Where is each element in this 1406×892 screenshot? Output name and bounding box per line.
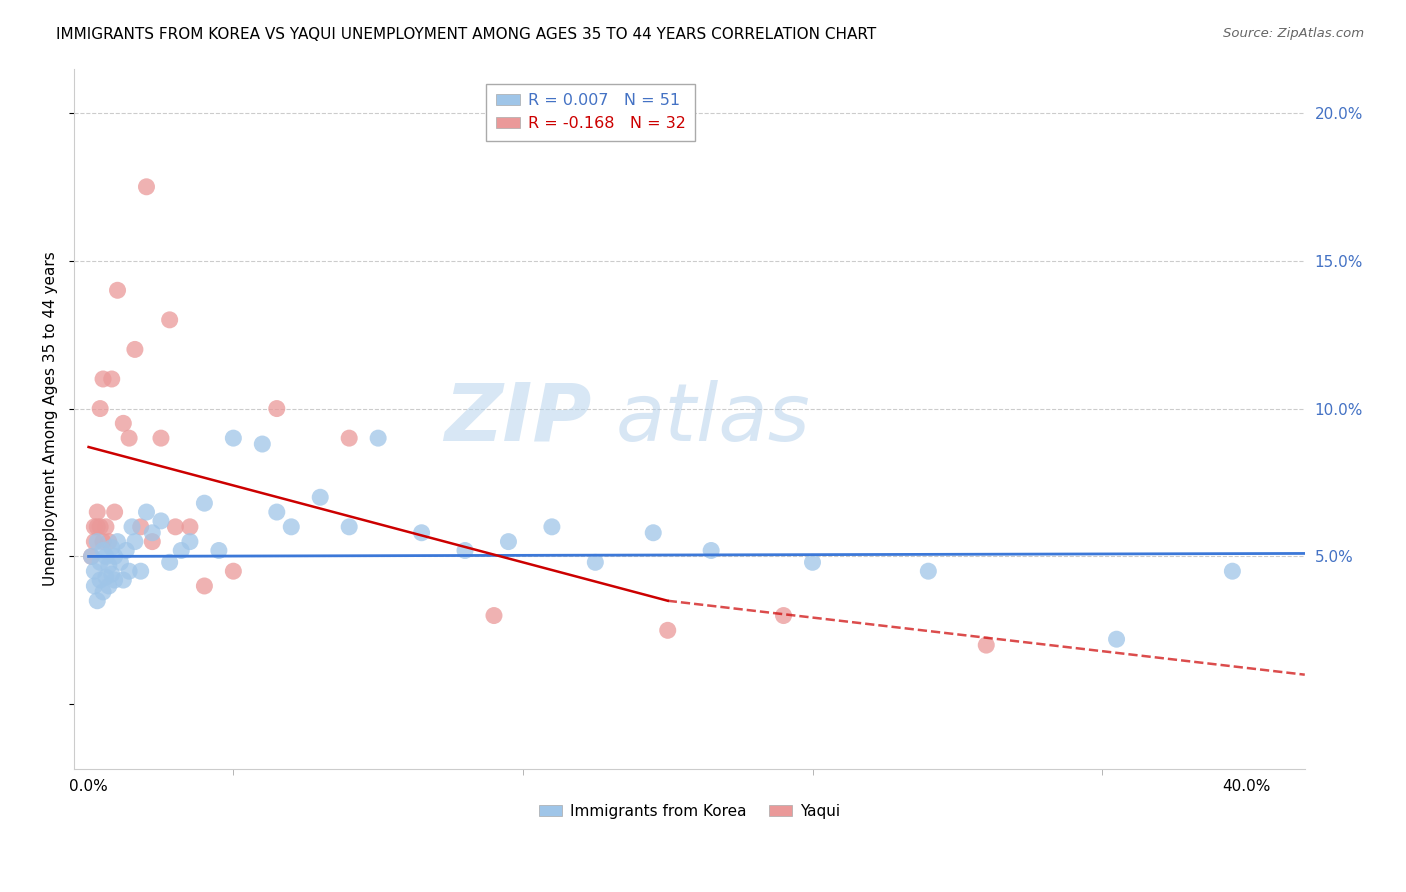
Legend: Immigrants from Korea, Yaqui: Immigrants from Korea, Yaqui [533,797,846,825]
Point [97,579,120,593]
Point [159,555,181,569]
Point [657,624,679,638]
Point [337,520,360,534]
Point [86,534,108,549]
Point [104,549,127,564]
Point [165,520,187,534]
Point [974,638,997,652]
Point [583,555,606,569]
Point [801,555,824,569]
Point [179,520,201,534]
Point [89,573,111,587]
Point [86,520,108,534]
Point [112,573,135,587]
Point [80,549,103,564]
Point [411,525,433,540]
Point [107,534,129,549]
Text: ZIP: ZIP [444,380,591,458]
Point [252,437,274,451]
Point [118,564,141,578]
Point [482,608,505,623]
Point [222,431,245,445]
Point [266,401,288,416]
Point [83,520,105,534]
Point [83,579,105,593]
Point [91,534,114,549]
Point [112,417,135,431]
Point [129,564,152,578]
Point [83,564,105,578]
Point [107,283,129,297]
Point [115,543,138,558]
Point [917,564,939,578]
Point [149,431,172,445]
Point [100,567,122,582]
Point [89,520,111,534]
Point [170,543,193,558]
Point [83,534,105,549]
Point [193,496,215,510]
Point [89,555,111,569]
Point [1222,564,1244,578]
Point [118,431,141,445]
Point [100,541,122,555]
Point [91,585,114,599]
Point [179,534,201,549]
Point [94,549,117,564]
Point [94,570,117,584]
Point [91,372,114,386]
Point [208,543,231,558]
Point [86,593,108,607]
Point [104,573,127,587]
Point [121,520,143,534]
Point [700,543,723,558]
Point [89,401,111,416]
Point [94,520,117,534]
Point [86,505,108,519]
Point [110,555,132,569]
Point [159,313,181,327]
Point [309,490,332,504]
Point [643,525,665,540]
Point [367,431,389,445]
Point [149,514,172,528]
Point [97,558,120,573]
Point [280,520,302,534]
Y-axis label: Unemployment Among Ages 35 to 44 years: Unemployment Among Ages 35 to 44 years [44,252,58,586]
Point [541,520,564,534]
Point [337,431,360,445]
Point [266,505,288,519]
Point [124,343,146,357]
Point [222,564,245,578]
Point [135,179,157,194]
Text: atlas: atlas [616,380,810,458]
Point [1105,632,1128,647]
Point [104,505,127,519]
Point [193,579,215,593]
Point [97,534,120,549]
Text: Source: ZipAtlas.com: Source: ZipAtlas.com [1223,27,1364,40]
Point [141,525,163,540]
Point [498,534,520,549]
Point [124,534,146,549]
Point [141,534,163,549]
Point [91,543,114,558]
Point [100,372,122,386]
Point [772,608,794,623]
Point [80,549,103,564]
Point [135,505,157,519]
Point [454,543,477,558]
Point [129,520,152,534]
Text: IMMIGRANTS FROM KOREA VS YAQUI UNEMPLOYMENT AMONG AGES 35 TO 44 YEARS CORRELATIO: IMMIGRANTS FROM KOREA VS YAQUI UNEMPLOYM… [56,27,876,42]
